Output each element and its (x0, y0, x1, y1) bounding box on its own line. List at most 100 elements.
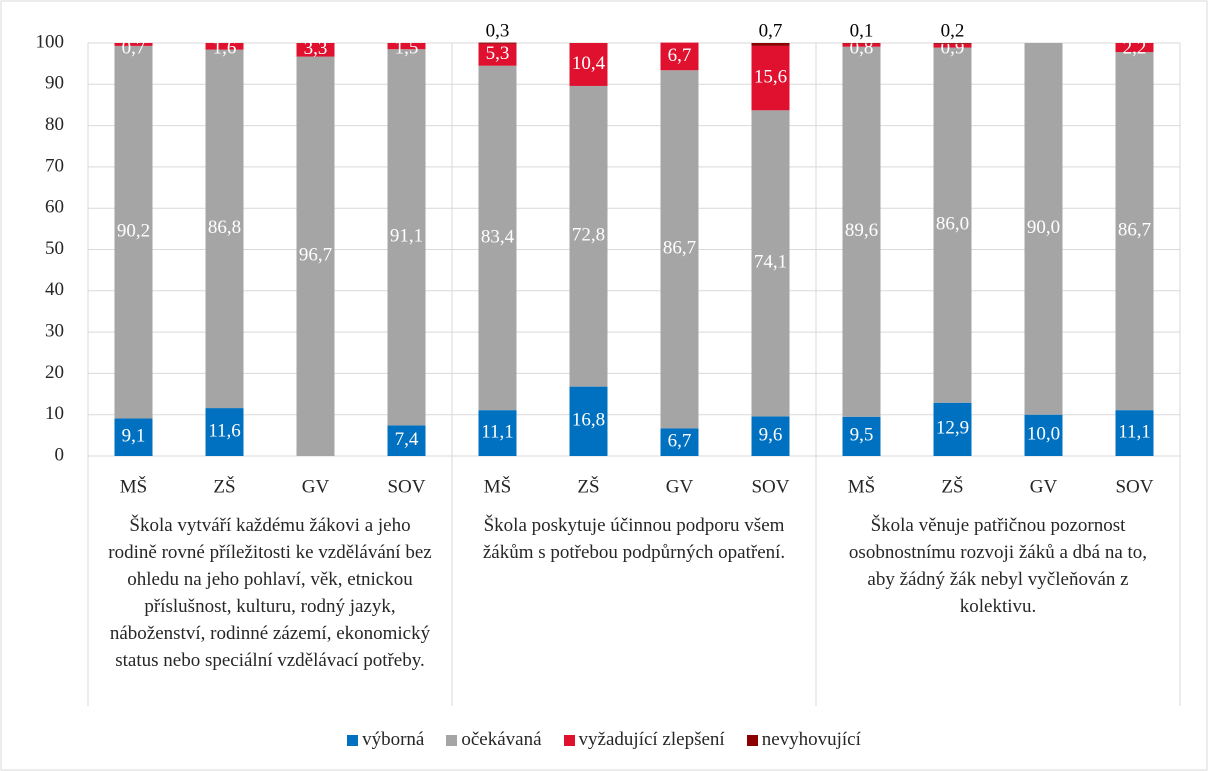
x-tick-label: GV (302, 476, 330, 497)
value-label: 0,3 (486, 20, 510, 41)
bar-segment (114, 45, 153, 419)
bar-segment (387, 43, 426, 50)
value-label: 90,2 (117, 221, 150, 242)
bar-segment (205, 49, 244, 409)
value-label: 0,7 (759, 20, 783, 41)
value-label: 86,8 (208, 217, 241, 238)
bar-segment (660, 42, 699, 71)
bar-segment (1024, 43, 1063, 415)
bar-segment (660, 428, 699, 456)
y-tick-label: 90 (45, 73, 64, 94)
legend-label: vyžadující zlepšení (578, 729, 725, 750)
bar-segment (842, 416, 881, 456)
value-label: 9,1 (122, 426, 146, 447)
value-label: 0,9 (941, 37, 965, 58)
value-label: 5,3 (486, 43, 510, 64)
legend-swatch (563, 734, 575, 746)
value-label: 12,9 (936, 418, 969, 439)
y-tick-label: 70 (45, 155, 64, 176)
x-tick-label: ZŠ (577, 475, 599, 497)
x-tick-label: GV (666, 476, 694, 497)
legend-label: výborná (362, 729, 425, 750)
value-label: 0,2 (941, 20, 965, 41)
value-label: 15,6 (754, 66, 787, 87)
y-tick-label: 100 (36, 31, 65, 52)
bar-segment (751, 43, 790, 46)
x-tick-label: ZŠ (941, 475, 963, 497)
value-label: 11,1 (481, 421, 514, 442)
value-label: 1,5 (395, 37, 419, 58)
x-tick-label: MŠ (484, 475, 511, 497)
value-label: 11,1 (1118, 421, 1151, 442)
bar-segment (751, 416, 790, 456)
legend-swatch (446, 734, 458, 746)
value-label: 83,4 (481, 226, 515, 247)
bar-segment (478, 65, 517, 411)
bar-segment (205, 43, 244, 50)
bar-segment (114, 418, 153, 456)
y-tick-label: 60 (45, 197, 64, 218)
bar-segment (842, 43, 881, 47)
bar-segment (296, 56, 335, 457)
y-tick-label: 30 (45, 320, 64, 341)
value-label: 11,6 (208, 420, 241, 441)
x-tick-label: GV (1030, 476, 1058, 497)
bar-segment (660, 70, 699, 429)
bar-segment (1115, 410, 1154, 456)
value-label: 90,0 (1027, 217, 1060, 238)
y-tick-label: 20 (45, 362, 64, 383)
value-label: 0,7 (122, 37, 146, 58)
bar-segment (478, 43, 517, 66)
bar-segment (478, 42, 517, 44)
bar-segment (387, 49, 426, 426)
x-tick-label: MŠ (120, 475, 147, 497)
y-tick-label: 10 (45, 403, 64, 424)
value-label: 16,8 (572, 410, 605, 431)
value-label: 0,8 (850, 37, 874, 58)
x-tick-label: ZŠ (213, 475, 235, 497)
value-label: 89,6 (845, 220, 878, 241)
group-label: Škola věnuje patřičnou pozornost osobnos… (848, 515, 1148, 617)
value-label: 2,2 (1123, 37, 1147, 58)
value-label: 9,5 (850, 425, 874, 446)
value-label: 86,0 (936, 213, 969, 234)
bar-segment (387, 425, 426, 456)
value-label: 72,8 (572, 225, 605, 246)
x-tick-label: SOV (751, 476, 789, 497)
bar-segment (205, 408, 244, 456)
value-label: 86,7 (663, 238, 696, 259)
y-tick-label: 0 (55, 444, 65, 465)
value-label: 0,1 (850, 20, 874, 41)
x-tick-label: SOV (387, 476, 425, 497)
bar-segment (842, 46, 881, 417)
bar-segment (933, 43, 972, 44)
bar-segment (933, 43, 972, 48)
bar-segment (933, 402, 972, 456)
x-tick-label: SOV (1115, 476, 1153, 497)
legend: výborná očekávaná vyžadující zlepšení nevyh… (0, 729, 1208, 751)
bar-segment (1115, 52, 1154, 411)
value-label: 7,4 (395, 429, 419, 450)
bar-segment (569, 386, 608, 456)
value-label: 86,7 (1118, 219, 1151, 240)
bar-segment (1115, 43, 1154, 53)
legend-item: očekávaná (446, 729, 542, 751)
value-label: 74,1 (754, 252, 787, 273)
bar-segment (296, 43, 335, 57)
y-tick-label: 50 (45, 238, 64, 259)
bar-segment (751, 110, 790, 417)
y-tick-label: 40 (45, 279, 64, 300)
value-label: 3,3 (304, 38, 328, 59)
bar-segment (114, 43, 153, 46)
legend-swatch (347, 734, 359, 746)
bar-segment (933, 47, 972, 403)
value-label: 10,4 (572, 53, 606, 74)
x-tick-label: MŠ (848, 475, 875, 497)
legend-item: nevyhovující (746, 729, 861, 751)
value-label: 96,7 (299, 245, 332, 266)
legend-label: nevyhovující (761, 729, 861, 750)
group-label: Škola vytváří každému žákovi a jeho rodi… (108, 515, 432, 671)
legend-item: vyžadující zlepšení (563, 729, 725, 751)
